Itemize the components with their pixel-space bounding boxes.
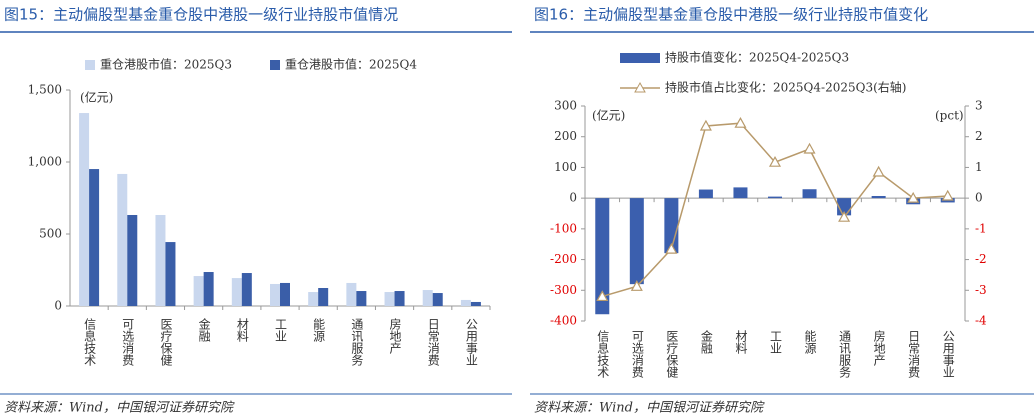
bar xyxy=(280,282,290,306)
legend-swatch xyxy=(270,60,280,70)
legend-label: 重仓港股市值：2025Q4 xyxy=(285,57,417,72)
chart-title: 图15：主动偏股型基金重仓股中港股一级行业持股市值情况 xyxy=(4,6,398,24)
legend-swatch xyxy=(620,53,660,63)
x-tick-label: 工业 xyxy=(274,318,288,342)
bar xyxy=(155,214,166,306)
marker xyxy=(699,119,712,131)
x-tick-label: 能源 xyxy=(312,318,326,343)
y-tick-label: 2 xyxy=(975,129,983,143)
x-tick-label: 金融 xyxy=(197,317,211,343)
bar xyxy=(203,272,214,306)
y-tick-label: -400 xyxy=(550,314,577,328)
bar xyxy=(384,292,395,306)
marker xyxy=(907,191,920,203)
bar xyxy=(733,187,748,199)
y-tick-label: -100 xyxy=(550,221,577,235)
x-tick-label: 通讯服务 xyxy=(350,318,364,366)
y-tick-label: -300 xyxy=(550,283,577,297)
legend-label: 重仓港股市值：2025Q3 xyxy=(100,57,232,72)
legend-swatch xyxy=(634,81,646,93)
marker xyxy=(596,290,609,302)
x-tick-label: 工业 xyxy=(769,330,783,354)
y-tick-label: 1 xyxy=(975,160,983,174)
y-tick-label: 500 xyxy=(39,227,62,241)
unit-label: (pct) xyxy=(935,109,964,123)
bar xyxy=(432,293,443,306)
x-tick-label: 信息技术 xyxy=(596,330,610,378)
bar xyxy=(356,291,367,306)
marker xyxy=(872,165,885,177)
legend-label: 持股市值占比变化：2025Q4-2025Q3(右轴) xyxy=(665,80,906,95)
bar xyxy=(768,196,782,199)
x-tick-label: 日常消费 xyxy=(907,330,921,378)
unit-label: (亿元) xyxy=(592,108,625,123)
bar xyxy=(318,288,329,306)
bar xyxy=(802,189,817,199)
x-tick-label: 房地产 xyxy=(872,329,886,367)
marker xyxy=(630,280,643,291)
x-tick-label: 公用事业 xyxy=(941,330,955,378)
x-tick-label: 材料 xyxy=(235,318,249,342)
legend-label: 持股市值变化：2025Q4-2025Q3 xyxy=(665,50,849,65)
x-tick-label: 医疗保健 xyxy=(665,330,679,378)
bar xyxy=(595,198,610,315)
bar xyxy=(117,173,128,306)
chart-title: 图16：主动偏股型基金重仓股中港股一级行业持股市值变化 xyxy=(534,6,928,24)
bar xyxy=(470,301,481,306)
y-tick-label: -3 xyxy=(975,283,987,297)
y-tick-label: -4 xyxy=(975,314,987,328)
marker xyxy=(734,116,747,128)
x-tick-label: 金融 xyxy=(699,329,713,355)
bar xyxy=(698,189,713,199)
marker xyxy=(838,210,851,222)
x-tick-label: 房地产 xyxy=(388,317,402,355)
x-tick-label: 能源 xyxy=(803,330,817,355)
bar xyxy=(270,283,280,306)
source: 资料来源：Wind，中国银河证券研究院 xyxy=(4,400,235,416)
y-tick-label: 300 xyxy=(554,99,577,113)
x-tick-label: 医疗保健 xyxy=(159,318,173,366)
x-tick-label: 通讯服务 xyxy=(838,330,852,378)
line xyxy=(602,122,948,298)
marker xyxy=(803,142,816,154)
y-tick-label: 0 xyxy=(54,299,62,313)
x-tick-label: 公用事业 xyxy=(464,318,478,366)
marker xyxy=(768,155,782,167)
marker xyxy=(941,189,954,201)
bar xyxy=(231,278,242,306)
x-tick-label: 材料 xyxy=(734,330,748,354)
bar xyxy=(460,299,471,306)
y-tick-label: 0 xyxy=(975,191,983,205)
bar xyxy=(871,195,886,199)
bar xyxy=(308,292,319,306)
legend-swatch xyxy=(85,60,95,70)
marker xyxy=(665,242,678,254)
source: 资料来源：Wind，中国银河证券研究院 xyxy=(534,400,765,416)
bar xyxy=(127,214,138,306)
bar xyxy=(422,290,433,306)
bar xyxy=(193,276,204,306)
y-tick-label: -200 xyxy=(550,252,577,266)
x-tick-label: 可选消费 xyxy=(121,318,135,366)
bar xyxy=(629,198,644,285)
bar xyxy=(79,113,90,306)
unit-label: (亿元) xyxy=(80,90,113,105)
y-tick-label: 1,500 xyxy=(28,83,62,97)
bar xyxy=(241,273,252,306)
y-tick-label: -1 xyxy=(975,221,987,235)
y-tick-label: 0 xyxy=(569,191,577,205)
bar xyxy=(89,169,100,306)
y-tick-label: -2 xyxy=(975,252,987,266)
y-tick-label: 1,000 xyxy=(28,155,62,169)
y-tick-label: 100 xyxy=(554,160,577,174)
bar xyxy=(394,291,405,306)
x-tick-label: 可选消费 xyxy=(630,330,644,378)
bar xyxy=(346,282,357,306)
bar xyxy=(165,242,176,306)
y-tick-label: 200 xyxy=(554,129,577,143)
x-tick-label: 信息技术 xyxy=(83,318,97,366)
x-tick-label: 日常消费 xyxy=(426,318,440,366)
y-tick-label: 3 xyxy=(975,99,983,113)
